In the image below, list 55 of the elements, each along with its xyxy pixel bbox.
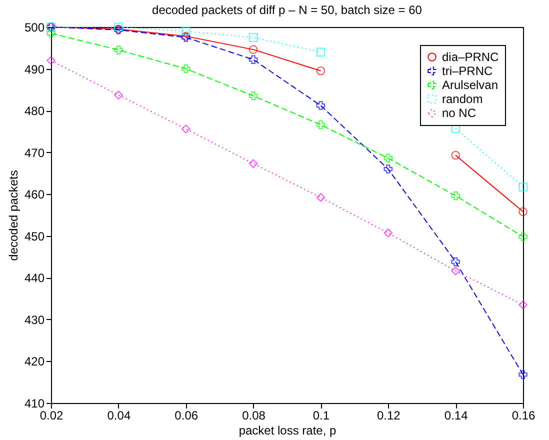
- x-tick-label: 0.16: [512, 408, 536, 422]
- legend-label: random: [442, 92, 483, 106]
- y-tick-label: 420: [24, 354, 45, 369]
- y-tick-label: 490: [24, 62, 45, 76]
- point: [316, 193, 326, 202]
- point: [248, 92, 258, 100]
- point: [46, 28, 56, 38]
- x-tick-label: 0.1: [312, 408, 330, 422]
- point: [248, 159, 258, 168]
- point: [181, 26, 190, 36]
- legend-label: tri–PRNC: [442, 64, 494, 78]
- point: [316, 101, 326, 110]
- point: [316, 66, 326, 76]
- point: [248, 55, 258, 64]
- chart-title: decoded packets of diff p – N = 50, batch size = 60: [152, 3, 422, 17]
- x-tick-label: 0.14: [444, 408, 468, 422]
- x-tick-label: 0.06: [174, 408, 198, 422]
- point: [451, 257, 460, 266]
- x-tick-label: 0.08: [242, 408, 266, 422]
- point: [181, 124, 190, 134]
- y-tick-label: 470: [24, 146, 45, 160]
- point: [248, 33, 258, 42]
- y-tick-label: 480: [24, 104, 45, 118]
- y-tick-label: 440: [24, 271, 45, 286]
- point: [114, 46, 123, 54]
- point: [518, 370, 528, 379]
- point: [518, 232, 528, 242]
- x-tick-label: 0.04: [107, 408, 131, 422]
- point: [114, 90, 123, 100]
- legend-label: dia–PRNC: [442, 50, 500, 64]
- point: [451, 266, 460, 276]
- legend-label: Arulselvan: [442, 78, 498, 92]
- x-axis-title: packet loss rate, p: [238, 424, 337, 438]
- y-tick-label: 460: [24, 188, 45, 202]
- point: [518, 300, 528, 310]
- y-tick-label: 500: [24, 20, 45, 34]
- y-axis-title: decoded packets: [6, 170, 20, 261]
- point: [384, 164, 393, 174]
- point: [451, 150, 460, 160]
- point: [384, 154, 393, 163]
- y-tick-label: 450: [24, 229, 45, 244]
- point: [248, 45, 258, 54]
- y-tick-label: 410: [24, 396, 45, 410]
- legend-label: no NC: [442, 106, 476, 120]
- x-tick-label: 0.02: [40, 408, 64, 422]
- point: [46, 56, 56, 65]
- point: [181, 64, 190, 74]
- point: [316, 120, 326, 130]
- point: [316, 48, 326, 56]
- point: [518, 207, 528, 216]
- point: [451, 191, 460, 200]
- x-tick-label: 0.12: [376, 408, 401, 422]
- point: [518, 182, 528, 192]
- point: [384, 228, 393, 238]
- y-tick-label: 430: [24, 312, 45, 327]
